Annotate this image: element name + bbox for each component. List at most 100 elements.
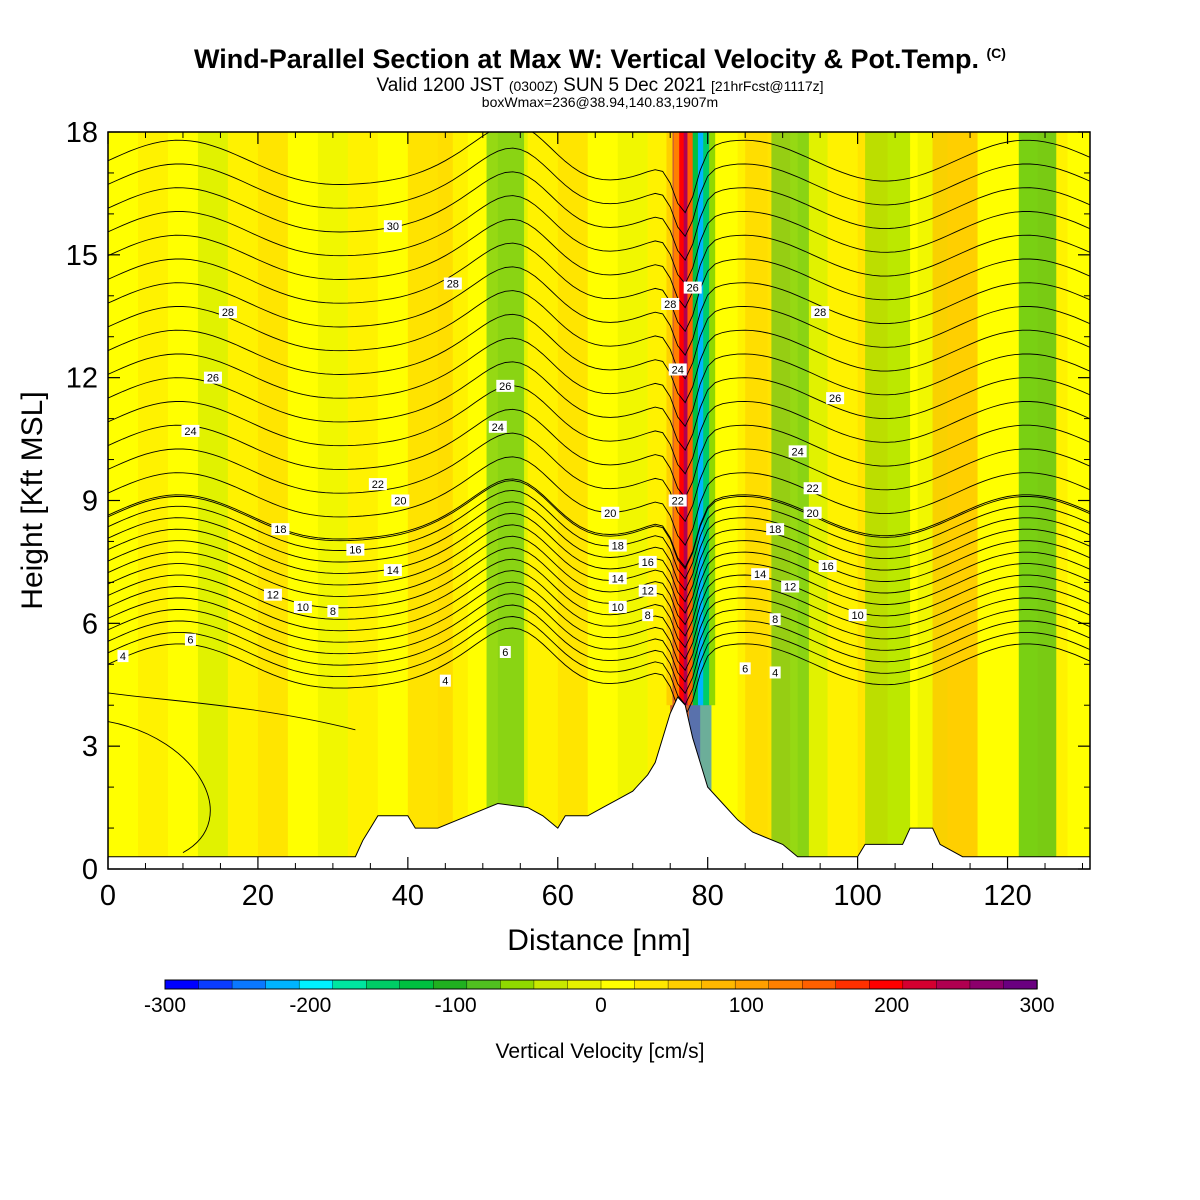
theta-label-text: 24 <box>492 422 504 434</box>
isentrope-line <box>108 242 1090 333</box>
theta-label-text: 30 <box>387 221 399 233</box>
x-tick-label: 40 <box>392 880 424 912</box>
theta-label-text: 18 <box>769 524 781 536</box>
velocity-core <box>697 132 704 706</box>
theta-label: 20 <box>391 494 410 508</box>
theta-label-text: 28 <box>814 307 826 319</box>
isentrope-line <box>108 132 1090 214</box>
theta-label-bg <box>499 645 511 658</box>
theta-label-bg <box>263 588 282 601</box>
y-tick-label: 0 <box>82 854 98 886</box>
isentrope-line <box>108 721 211 854</box>
colorbar-swatch <box>701 979 736 990</box>
theta-label: 22 <box>803 482 822 495</box>
x-tick-label: 0 <box>100 880 116 912</box>
theta-label-bg <box>642 609 654 622</box>
theta-label-bg <box>383 564 402 577</box>
colorbar-swatch <box>600 979 636 990</box>
plot-area: 4 6 12 10 8 18 16 14 20 22 24 26 28 30 28 26 24 4 6 20 18 16 1… <box>108 132 1090 869</box>
theta-label: 28 <box>661 297 680 311</box>
colorbar-tick-label: -300 <box>144 994 186 1017</box>
colorbar-swatch <box>634 979 669 990</box>
theta-label: 12 <box>781 580 800 593</box>
theta-label: 6 <box>184 633 196 647</box>
colorbar-swatch <box>667 979 703 990</box>
isentrope-line <box>108 604 1090 695</box>
isentrope-line <box>108 266 1090 356</box>
theta-label-bg <box>443 277 462 290</box>
theta-label-bg <box>293 600 312 613</box>
theta-label-text: 16 <box>822 561 834 573</box>
theta-label-bg <box>184 633 196 646</box>
velocity-band <box>827 132 858 869</box>
forecast-info: [21hrFcst@1117z] <box>711 78 824 94</box>
theta-label: 12 <box>263 588 282 602</box>
isentrope-line <box>108 171 1090 261</box>
isentrope-line <box>108 408 1090 499</box>
theta-label: 18 <box>766 523 785 536</box>
valid-utc: (0300Z) <box>508 78 558 94</box>
velocity-band <box>617 132 648 869</box>
isentrope-line <box>108 195 1090 285</box>
theta-label-text: 18 <box>274 524 286 536</box>
chart-title-suffix: (C) <box>986 45 1006 61</box>
theta-label-text: 14 <box>387 565 399 577</box>
isentrope-line <box>108 627 1090 718</box>
velocity-band <box>317 132 348 869</box>
theta-label: 26 <box>683 281 702 295</box>
colorbar-swatch <box>433 979 468 990</box>
y-tick-label: 9 <box>82 486 98 518</box>
theta-label-bg <box>203 371 222 384</box>
theta-label: 26 <box>826 392 845 405</box>
theta-label-text: 16 <box>642 557 654 569</box>
velocity-band <box>865 132 911 869</box>
theta-label-bg <box>327 605 339 618</box>
isentrope-line <box>108 692 356 731</box>
theta-label-bg <box>769 613 781 626</box>
velocity-band <box>1018 132 1057 869</box>
theta-label-text: 20 <box>807 508 819 520</box>
theta-label-text: 28 <box>222 307 234 319</box>
isentrope-line <box>108 570 1090 660</box>
velocity-core <box>679 132 686 706</box>
theta-label-bg <box>608 572 627 585</box>
theta-label-bg <box>826 392 845 405</box>
velocity-core <box>692 132 699 706</box>
theta-label-bg <box>683 281 702 294</box>
theta-label-bg <box>439 674 451 687</box>
theta-label: 16 <box>638 555 657 569</box>
colorbar-tick-label: 100 <box>729 994 764 1017</box>
colorbar-label: Vertical Velocity [cm/s] <box>496 1040 705 1063</box>
colorbar-tick-label: 0 <box>595 994 607 1017</box>
theta-label-text: 8 <box>772 614 778 626</box>
theta-label-text: 24 <box>792 446 804 458</box>
theta-label-text: 20 <box>604 508 616 520</box>
x-axis-label: Distance [nm] <box>507 924 690 957</box>
theta-label: 4 <box>439 674 451 688</box>
valid-time: Valid 1200 JST <box>376 75 504 96</box>
theta-label: 6 <box>739 662 751 675</box>
theta-label-bg <box>608 539 627 552</box>
theta-label-bg <box>181 424 200 437</box>
theta-label: 30 <box>383 220 402 233</box>
velocity-band <box>527 132 558 869</box>
theta-label-bg <box>811 306 830 319</box>
theta-label-bg <box>751 568 770 581</box>
theta-label-text: 22 <box>372 479 384 491</box>
colorbar-swatch <box>734 979 770 990</box>
velocity-band <box>347 132 378 869</box>
theta-label: 12 <box>638 584 657 598</box>
colorbar-swatch <box>869 979 904 990</box>
terrain <box>108 696 1090 869</box>
theta-label-text: 8 <box>645 610 651 622</box>
theta-label: 14 <box>608 572 627 585</box>
velocity-core <box>709 132 716 706</box>
theta-label-text: 26 <box>829 393 841 405</box>
theta-label-bg <box>661 297 680 310</box>
theta-label-bg <box>668 363 687 376</box>
theta-label: 4 <box>769 666 781 679</box>
colorbar-tick-label: 300 <box>1019 994 1054 1017</box>
theta-label: 22 <box>668 494 687 508</box>
theta-label-bg <box>608 600 627 613</box>
isentrope-line <box>108 218 1090 309</box>
